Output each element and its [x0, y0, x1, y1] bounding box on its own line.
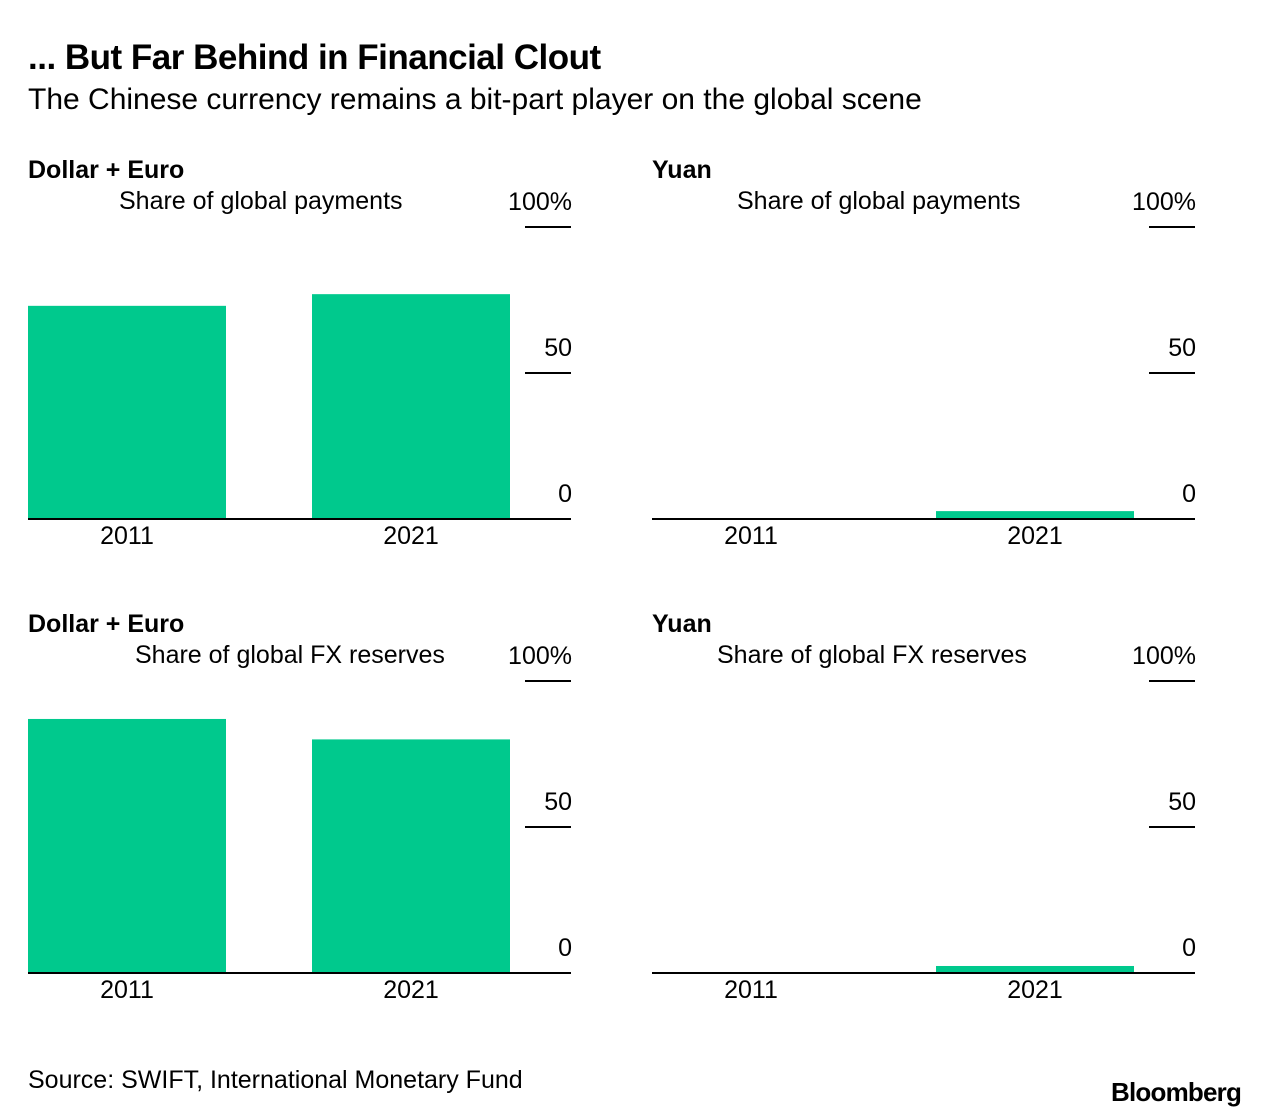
- panel-title: Yuan: [652, 156, 712, 184]
- panel-subtitle: Share of global payments: [119, 187, 403, 215]
- y-tick-label: 0: [558, 934, 572, 962]
- bar-2021: [312, 739, 510, 973]
- chart-title: ... But Far Behind in Financial Clout: [28, 38, 601, 77]
- x-tick-label: 2011: [724, 522, 778, 550]
- panel-title: Dollar + Euro: [28, 156, 184, 184]
- panel-subtitle: Share of global FX reserves: [135, 641, 445, 669]
- y-tick-label: 0: [1182, 480, 1196, 508]
- y-tick-label: 100%: [508, 188, 572, 216]
- source-note: Source: SWIFT, International Monetary Fu…: [28, 1066, 523, 1094]
- panel-title: Dollar + Euro: [28, 610, 184, 638]
- bar-2011: [28, 718, 226, 973]
- panel-subtitle: Share of global payments: [737, 187, 1021, 215]
- bloomberg-logo: Bloomberg: [1111, 1077, 1242, 1107]
- y-tick-label: 100%: [1132, 188, 1196, 216]
- y-tick-label: 50: [544, 788, 572, 816]
- y-tick-label: 100%: [508, 642, 572, 670]
- bar-2021: [936, 511, 1134, 519]
- y-tick-label: 50: [1168, 788, 1196, 816]
- panel-title: Yuan: [652, 610, 712, 638]
- x-tick-label: 2021: [383, 522, 439, 550]
- chart-subtitle: The Chinese currency remains a bit-part …: [28, 83, 922, 116]
- x-tick-label: 2021: [1007, 522, 1063, 550]
- bar-2021: [312, 294, 510, 519]
- y-tick-label: 0: [558, 480, 572, 508]
- x-tick-label: 2011: [724, 976, 778, 1004]
- bar-2011: [28, 305, 226, 519]
- y-tick-label: 50: [1168, 334, 1196, 362]
- y-tick-label: 0: [1182, 934, 1196, 962]
- y-tick-label: 50: [544, 334, 572, 362]
- x-tick-label: 2021: [383, 976, 439, 1004]
- bar-2021: [936, 965, 1134, 973]
- panel-subtitle: Share of global FX reserves: [717, 641, 1027, 669]
- x-tick-label: 2011: [100, 976, 154, 1004]
- y-tick-label: 100%: [1132, 642, 1196, 670]
- x-tick-label: 2021: [1007, 976, 1063, 1004]
- x-tick-label: 2011: [100, 522, 154, 550]
